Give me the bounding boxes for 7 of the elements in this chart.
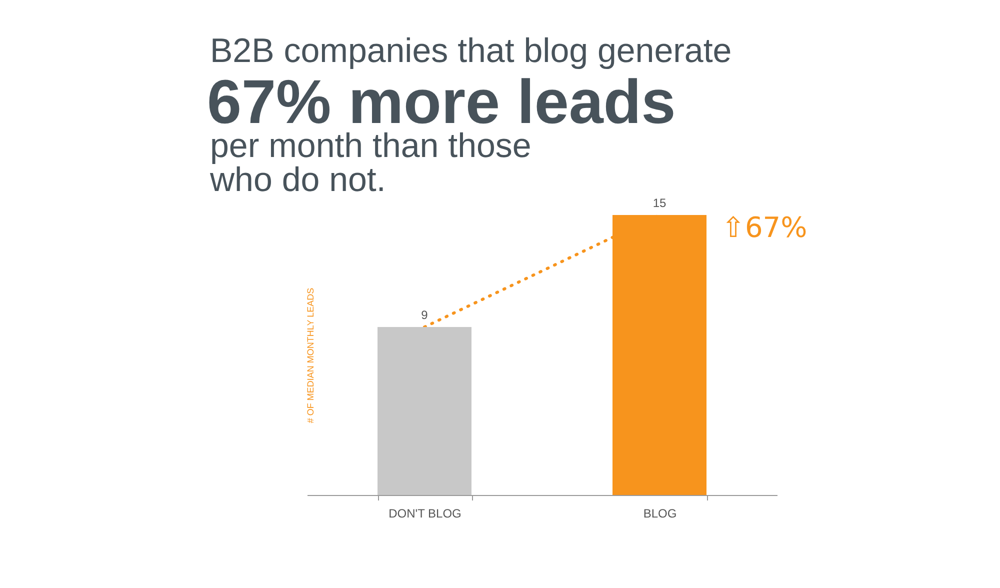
data-label: 15 (652, 196, 666, 210)
annotation: ⇧67% (722, 211, 808, 244)
x-tick-label: DON'T BLOG (388, 506, 462, 520)
chart-title: B2B companies that blog generate (210, 32, 732, 70)
x-tick-label: BLOG (643, 506, 677, 520)
data-label: 9 (421, 308, 428, 322)
y-axis-title: # OF MEDIAN MONTHLY LEADS (306, 288, 316, 424)
